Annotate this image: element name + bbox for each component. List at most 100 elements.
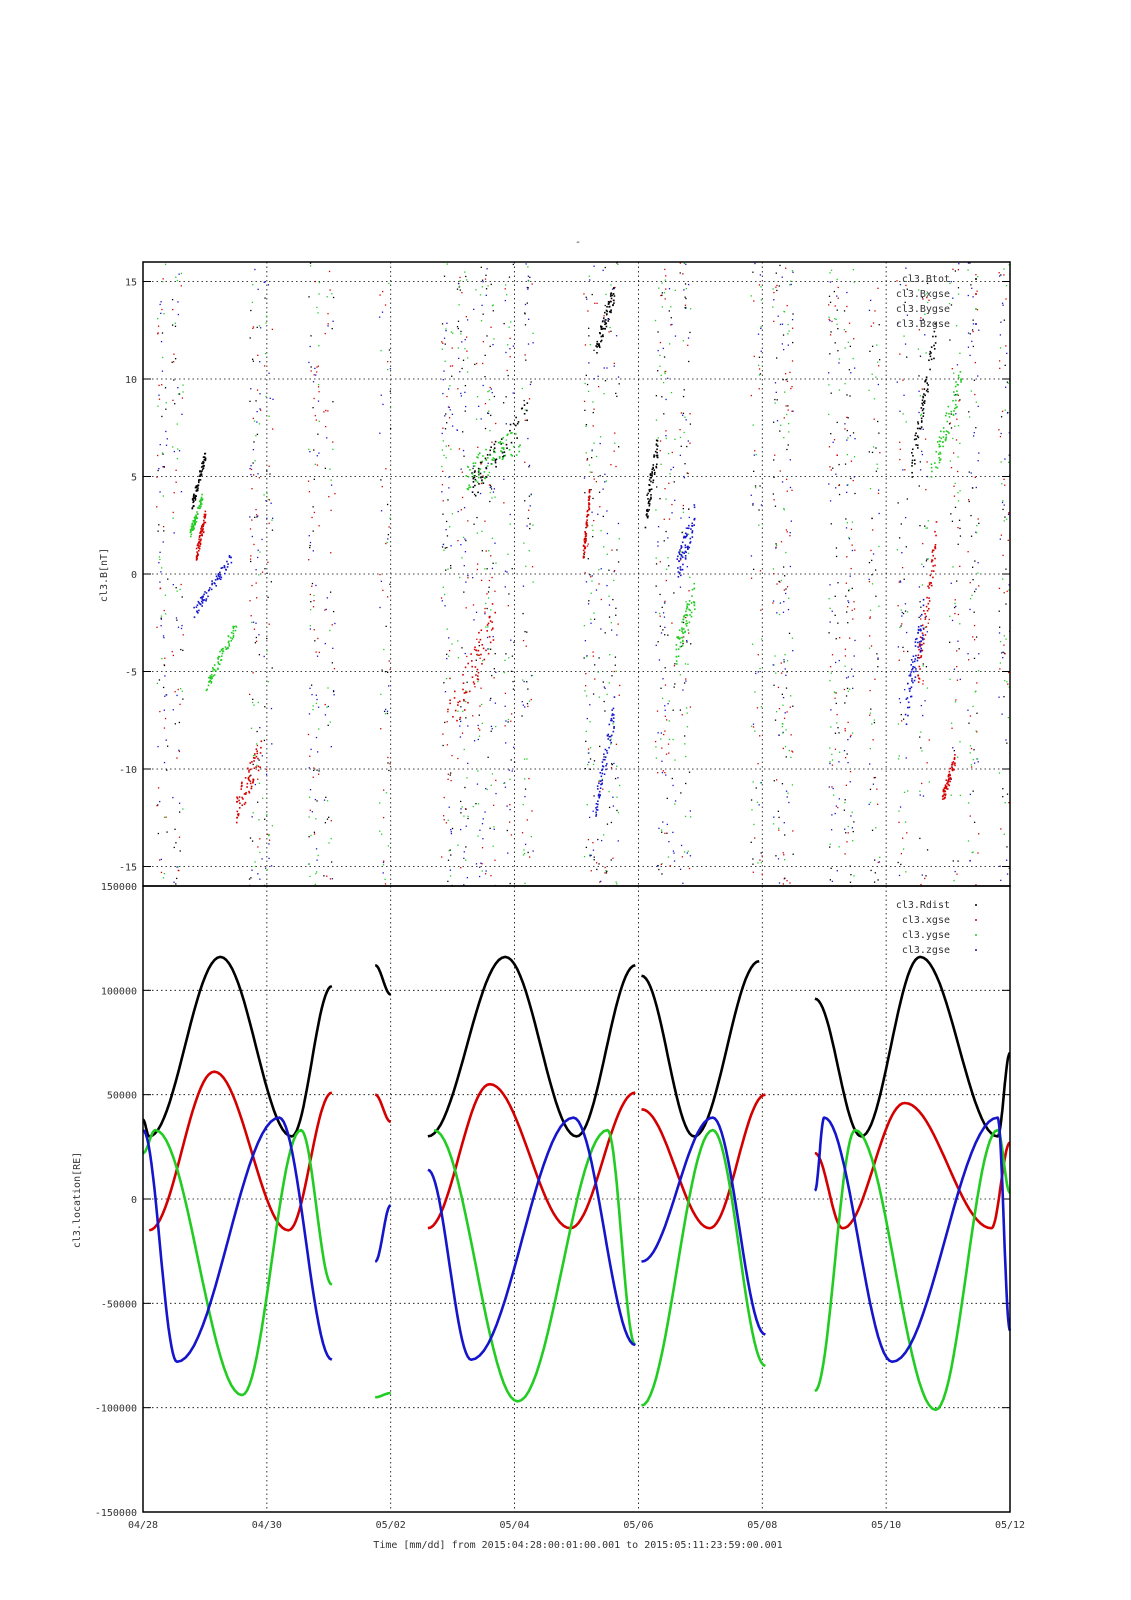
- top-data-point: [782, 566, 785, 568]
- top-data-point: [875, 470, 878, 472]
- top-data-point: [256, 389, 259, 391]
- top-data-point: [910, 671, 913, 673]
- top-data-point: [601, 326, 603, 328]
- top-data-point: [156, 506, 158, 508]
- top-data-point: [199, 543, 202, 546]
- top-data-point: [193, 516, 196, 519]
- top-data-point: [775, 711, 778, 713]
- top-data-point: [312, 705, 314, 707]
- top-data-point: [174, 325, 177, 327]
- top-data-point: [848, 322, 851, 324]
- top-data-point: [237, 813, 240, 815]
- top-data-point: [505, 294, 508, 296]
- top-data-point: [970, 535, 973, 537]
- top-data-point: [492, 491, 495, 493]
- top-data-point: [309, 541, 312, 544]
- top-data-point: [473, 523, 475, 525]
- top-data-point: [950, 722, 953, 724]
- top-data-point: [901, 615, 903, 617]
- top-data-point: [252, 779, 255, 782]
- bottom-legend-label: cl3.Rdist: [896, 900, 950, 911]
- bottom-y-tick-label: 50000: [107, 1091, 137, 1102]
- top-data-point: [691, 536, 694, 538]
- top-data-point: [854, 639, 856, 642]
- top-data-point: [157, 332, 159, 334]
- top-data-point: [684, 546, 687, 549]
- top-data-point: [256, 730, 258, 733]
- top-data-point: [524, 313, 526, 315]
- top-data-point: [517, 421, 520, 423]
- top-data-point: [752, 723, 755, 725]
- top-data-point: [830, 726, 832, 728]
- top-data-point: [457, 640, 459, 642]
- top-data-point: [683, 475, 685, 478]
- top-data-point: [679, 454, 681, 457]
- top-data-point: [311, 811, 313, 813]
- top-data-point: [661, 282, 663, 284]
- top-data-point: [165, 816, 167, 818]
- top-data-point: [268, 372, 270, 374]
- top-data-point: [604, 473, 606, 475]
- top-data-point: [445, 520, 448, 523]
- top-data-point: [924, 334, 926, 336]
- top-data-point: [843, 809, 846, 811]
- top-data-point: [873, 777, 875, 779]
- top-data-point: [503, 782, 506, 784]
- top-data-point: [647, 510, 649, 513]
- top-data-point: [754, 450, 756, 452]
- top-data-point: [447, 406, 450, 408]
- top-data-point: [877, 420, 879, 423]
- top-data-point: [667, 557, 669, 559]
- top-data-point: [917, 654, 920, 656]
- top-data-point: [949, 678, 951, 680]
- top-data-point: [379, 432, 381, 434]
- top-data-point: [190, 530, 192, 533]
- top-data-point: [489, 491, 491, 494]
- top-data-point: [250, 474, 252, 476]
- top-data-point: [926, 475, 929, 478]
- top-data-point: [914, 645, 917, 647]
- top-data-point: [315, 419, 317, 421]
- top-data-point: [165, 408, 167, 410]
- top-data-point: [531, 566, 534, 568]
- top-data-point: [312, 530, 314, 532]
- top-data-point: [223, 566, 226, 569]
- top-data-point: [585, 846, 588, 849]
- top-data-point: [951, 768, 954, 770]
- top-data-point: [870, 325, 872, 327]
- top-data-point: [847, 484, 849, 486]
- top-data-point: [688, 771, 691, 773]
- top-data-point: [462, 710, 464, 712]
- top-data-point: [506, 447, 508, 450]
- top-data-point: [255, 597, 258, 599]
- top-data-point: [316, 455, 318, 457]
- top-data-point: [463, 591, 465, 593]
- top-data-point: [258, 634, 260, 636]
- top-data-point: [266, 650, 268, 652]
- top-data-point: [754, 486, 757, 489]
- top-data-point: [975, 427, 977, 429]
- top-data-point: [589, 721, 591, 723]
- top-data-point: [681, 636, 683, 639]
- top-data-point: [444, 547, 446, 549]
- top-data-point: [599, 787, 602, 789]
- top-data-point: [786, 671, 788, 673]
- top-data-point: [445, 328, 447, 330]
- top-data-point: [324, 642, 326, 645]
- top-data-point: [317, 386, 320, 388]
- top-data-point: [777, 315, 779, 317]
- top-data-point: [495, 725, 497, 728]
- top-data-point: [252, 780, 254, 783]
- top-data-point: [603, 686, 605, 688]
- top-data-point: [843, 329, 846, 331]
- top-data-point: [906, 697, 909, 699]
- top-data-point: [505, 443, 508, 446]
- top-data-point: [250, 468, 253, 471]
- top-data-point: [201, 498, 204, 500]
- top-data-point: [1007, 461, 1010, 464]
- top-data-point: [971, 851, 973, 854]
- top-data-point: [163, 313, 165, 315]
- top-data-point: [787, 323, 789, 326]
- top-data-point: [684, 544, 687, 547]
- top-data-point: [446, 395, 448, 398]
